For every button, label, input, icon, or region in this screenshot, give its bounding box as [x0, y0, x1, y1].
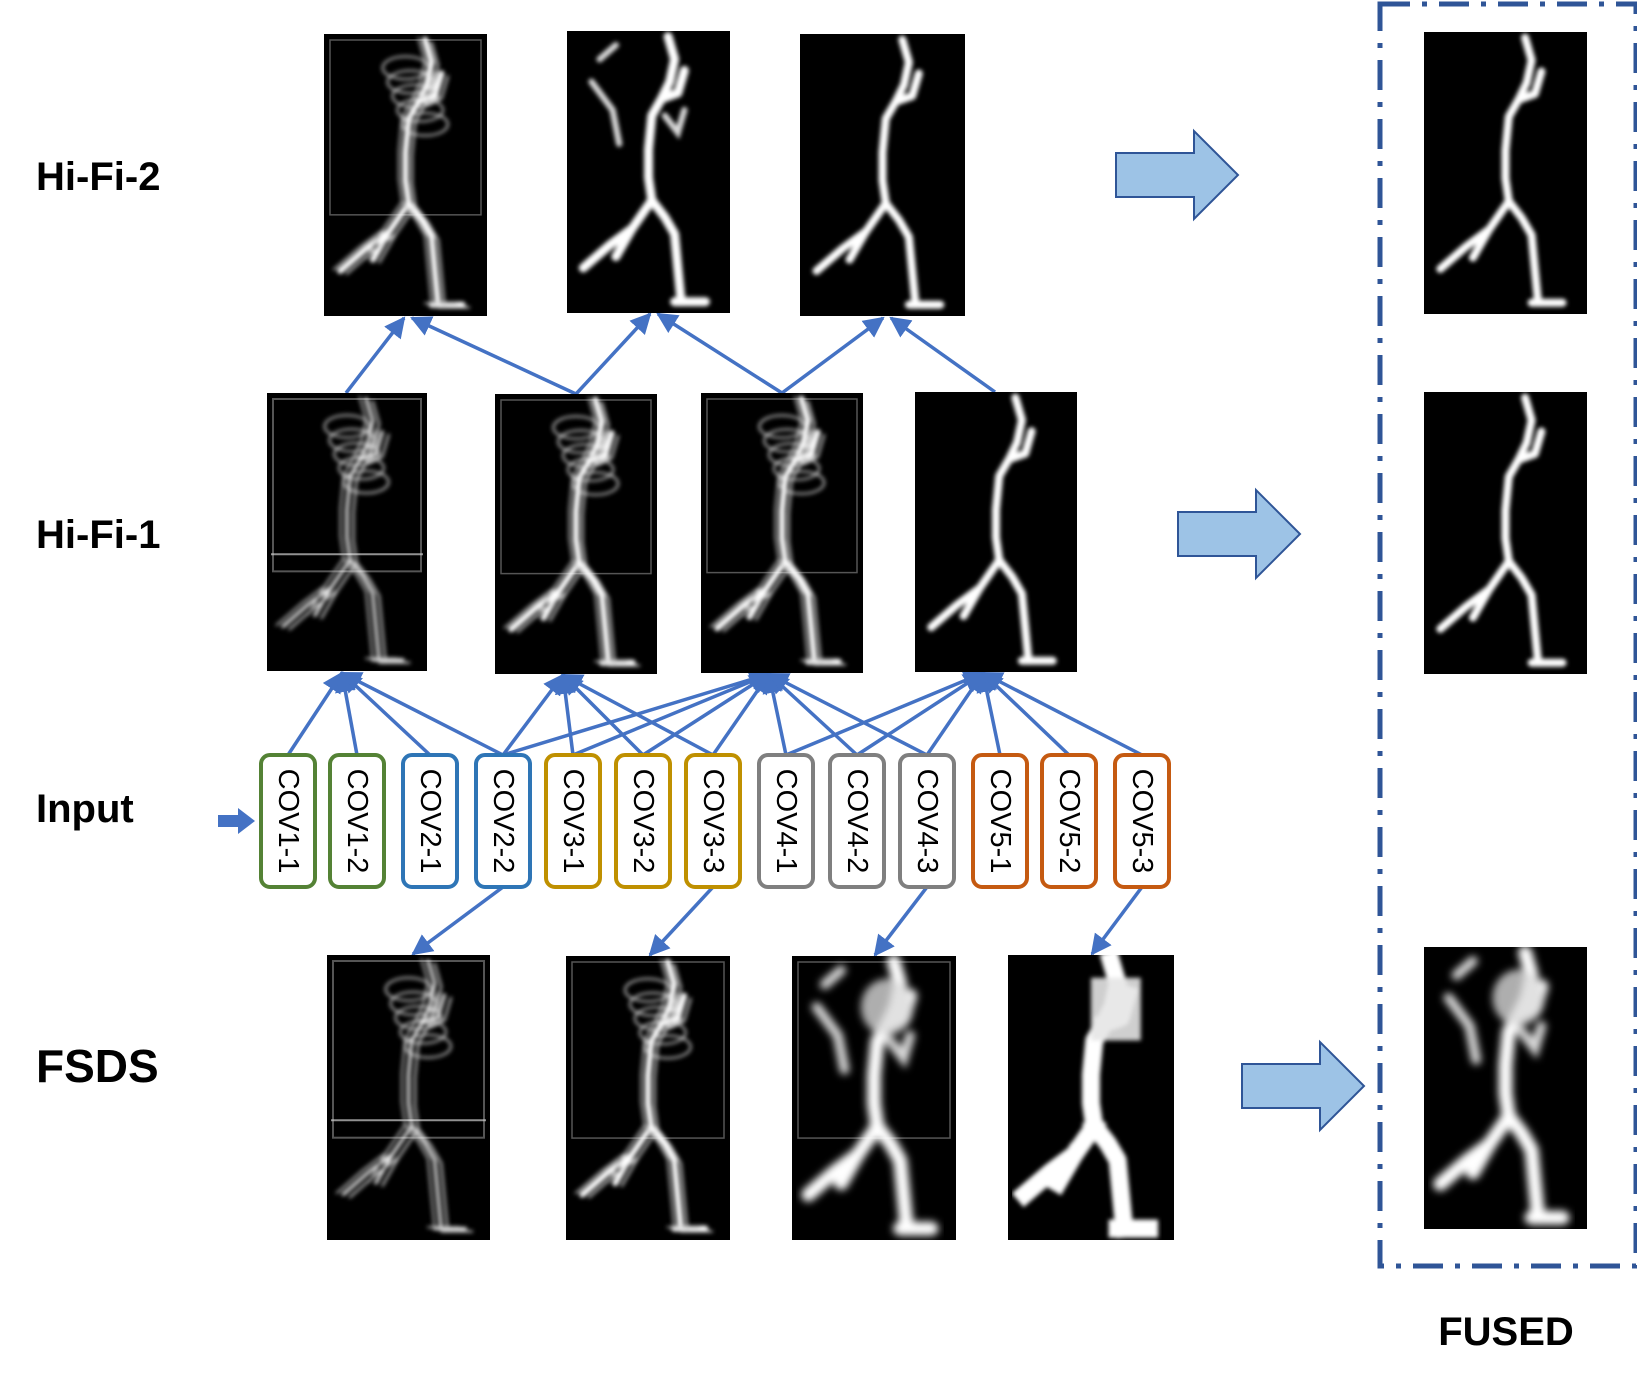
conv-box-cov3-1: COV3-1	[544, 753, 602, 889]
row-label-fsds: FSDS	[36, 1040, 159, 1092]
conv-label: COV5-2	[1053, 769, 1085, 874]
input-arrow	[218, 808, 255, 834]
conv-box-cov5-2: COV5-2	[1040, 753, 1098, 889]
conv-label: COV2-1	[414, 769, 446, 874]
fused-label: FUSED	[1438, 1310, 1574, 1354]
block-arrow-fsds	[1241, 1039, 1366, 1133]
conv-box-cov2-1: COV2-1	[401, 753, 459, 889]
conv-box-cov2-2: COV2-2	[474, 753, 532, 889]
conv-box-cov4-3: COV4-3	[898, 753, 956, 889]
feature-map-hifi1-3	[701, 393, 863, 673]
conv-box-cov5-1: COV5-1	[971, 753, 1029, 889]
fused-frame	[1377, 1, 1637, 1269]
feature-map-hifi1-2	[495, 394, 657, 674]
feature-map-hifi2-3	[800, 34, 965, 316]
feature-map-hifi2-2	[567, 31, 730, 313]
conv-label: COV1-2	[341, 769, 373, 874]
conv-box-cov1-1: COV1-1	[259, 753, 317, 889]
conv-box-cov4-2: COV4-2	[828, 753, 886, 889]
feature-map-hifi1-4	[915, 392, 1077, 672]
block-arrows	[1115, 128, 1366, 1133]
conv-box-cov4-1: COV4-1	[757, 753, 815, 889]
conv-label: COV1-1	[272, 769, 304, 874]
feature-map-fsds-2	[566, 956, 730, 1240]
feature-map-fused-2	[1424, 392, 1587, 674]
conv-layers: COV1-1 COV1-2 COV2-1 COV2-2 COV3-1 COV3-2 COV3…	[259, 753, 1171, 889]
conv-label: COV4-2	[841, 769, 873, 874]
feature-map-fsds-1	[327, 955, 490, 1240]
feature-map-hifi2-1	[324, 34, 487, 316]
conv-label: COV3-3	[697, 769, 729, 874]
feature-maps	[267, 31, 1587, 1240]
row-label-hifi2: Hi-Fi-2	[36, 155, 160, 199]
conv-label: COV3-1	[557, 769, 589, 874]
conv-label: COV4-3	[911, 769, 943, 874]
conv-box-cov5-3: COV5-3	[1113, 753, 1171, 889]
connection-edges	[286, 312, 1144, 957]
feature-map-fused-1	[1424, 32, 1587, 314]
row-label-input: Input	[36, 787, 134, 831]
conv-box-cov3-2: COV3-2	[614, 753, 672, 889]
conv-label: COV5-3	[1126, 769, 1158, 874]
block-arrow-hifi1	[1177, 487, 1302, 581]
conv-label: COV4-1	[770, 769, 802, 874]
row-label-hifi1: Hi-Fi-1	[36, 513, 160, 557]
feature-map-fsds-3	[792, 956, 956, 1240]
conv-label: COV3-2	[627, 769, 659, 874]
conv-box-cov3-3: COV3-3	[684, 753, 742, 889]
feature-map-hifi1-1	[267, 393, 427, 671]
block-arrow-hifi2	[1115, 128, 1240, 222]
conv-box-cov1-2: COV1-2	[328, 753, 386, 889]
conv-label: COV2-2	[487, 769, 519, 874]
conv-label: COV5-1	[984, 769, 1016, 874]
feature-map-fsds-4	[1008, 955, 1174, 1240]
feature-map-fused-3	[1424, 947, 1587, 1229]
